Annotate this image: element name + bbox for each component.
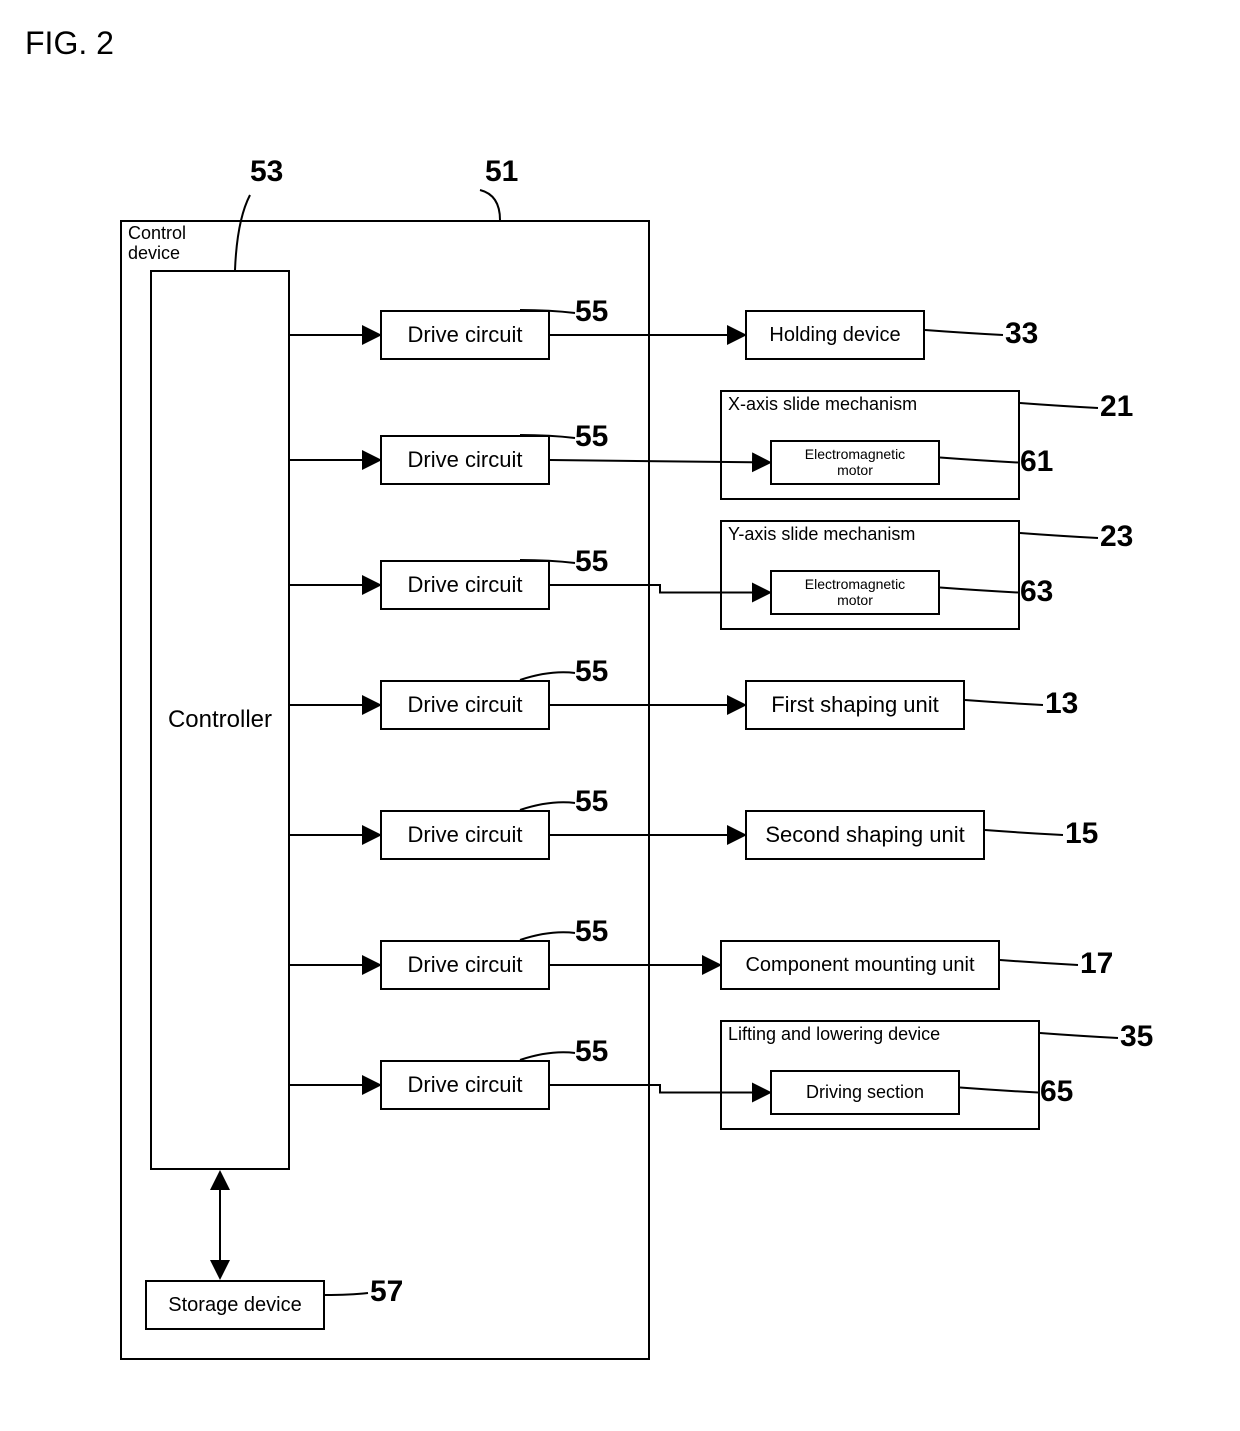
ref-label: 57	[370, 1275, 403, 1309]
controller-box: Controller	[150, 270, 290, 1170]
drive-circuit-box: Drive circuit	[380, 310, 550, 360]
ref-label: 33	[1005, 317, 1038, 351]
driving-section-box: Driving section	[770, 1070, 960, 1115]
xmotor-box: Electromagnetic motor	[770, 440, 940, 485]
drive-circuit-box: Drive circuit	[380, 940, 550, 990]
drive-circuit-box: Drive circuit	[380, 1060, 550, 1110]
ref-label: 61	[1020, 445, 1053, 479]
control-device-label: Control device	[128, 224, 186, 264]
first-shaping-box: First shaping unit	[745, 680, 965, 730]
yslide-box-label: Y-axis slide mechanism	[728, 524, 915, 545]
ref-label: 55	[575, 915, 608, 949]
ref-label: 55	[575, 655, 608, 689]
holding-box: Holding device	[745, 310, 925, 360]
ref-label: 55	[575, 785, 608, 819]
ref-label: 23	[1100, 520, 1133, 554]
drive-circuit-box: Drive circuit	[380, 680, 550, 730]
ref-label: 17	[1080, 947, 1113, 981]
controller-label: Controller	[168, 706, 272, 734]
ref-label: 65	[1040, 1075, 1073, 1109]
ref-label: 55	[575, 295, 608, 329]
component-mounting-box: Component mounting unit	[720, 940, 1000, 990]
ref-label: 53	[250, 155, 283, 189]
ref-label: 13	[1045, 687, 1078, 721]
ref-label: 21	[1100, 390, 1133, 424]
ref-label: 55	[575, 545, 608, 579]
drive-circuit-box: Drive circuit	[380, 435, 550, 485]
second-shaping-box: Second shaping unit	[745, 810, 985, 860]
drive-circuit-box: Drive circuit	[380, 810, 550, 860]
ref-label: 15	[1065, 817, 1098, 851]
ref-label: 55	[575, 420, 608, 454]
ref-label: 55	[575, 1035, 608, 1069]
figure-title: FIG. 2	[25, 25, 114, 62]
storage-box: Storage device	[145, 1280, 325, 1330]
drive-circuit-box: Drive circuit	[380, 560, 550, 610]
xslide-box-label: X-axis slide mechanism	[728, 394, 917, 415]
lifting-box-label: Lifting and lowering device	[728, 1024, 940, 1045]
ref-label: 51	[485, 155, 518, 189]
storage-label: Storage device	[168, 1294, 301, 1317]
ymotor-box: Electromagnetic motor	[770, 570, 940, 615]
ref-label: 63	[1020, 575, 1053, 609]
ref-label: 35	[1120, 1020, 1153, 1054]
